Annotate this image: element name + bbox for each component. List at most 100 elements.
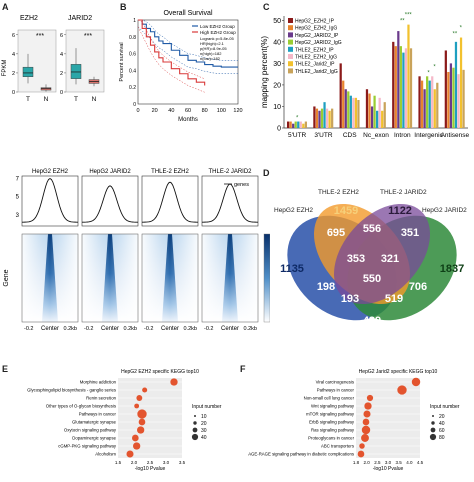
significance-mark: * [296,116,299,122]
category-label: Glycosphingolipid biosynthesis - ganglio… [27,388,116,393]
dot-3 [134,403,140,409]
bar-HepG2_JARID2_IgG-5'UTR [294,121,297,128]
dot-1 [142,387,148,393]
category-label: Wnt signaling pathway [311,404,355,409]
venn-count-198: 198 [317,281,335,293]
category-label: Non-small cell lung cancer [304,396,355,401]
category-label: AGE-RAGE signaling pathway in diabetic c… [248,452,354,457]
bar-THLE2_EZH2_IgG-3'UTR [325,108,329,128]
venn-count-695: 695 [327,227,345,239]
legend-entry: HepG2_EZH2_IgG [295,26,337,32]
bar-THLE2_Jarid2_IP-Intron [407,24,410,128]
legend-dot [430,427,436,433]
legend-swatch [288,68,293,74]
bar-HepG2_EZH2_IP-5'UTR [287,121,290,128]
y-tick-label: 50 [273,18,281,25]
dot-3 [364,402,372,410]
legend-entry: 40 [439,421,445,427]
profile-curve [81,185,139,223]
y-tick-label: 30 [273,61,281,68]
bar-THLE2_EZH2_IP-Intron [402,52,405,128]
dot-6 [361,425,371,435]
bar-THLE2_EZH2_IP-5'UTR [297,121,300,128]
x-tick-label: 20 [152,108,158,114]
bar-THLE2_Jarid2_IgG-CDS [357,100,360,128]
bar-HepG2_JARID2_IP-3'UTR [318,110,321,128]
bar-HepG2_EZH2_IgG-5'UTR [289,121,292,128]
profile-frame [21,175,79,227]
legend-entry: HepG2_EZH2_IP [295,19,335,25]
legend-dot [429,433,437,441]
legend-title: Input number [192,404,222,410]
bar-THLE2_Jarid2_IgG-Intron [409,48,413,128]
x-tick-label: 1.5 [115,460,122,465]
dot-9 [357,450,365,458]
bar-HepG2_EZH2_IgG-Intron [394,46,397,128]
significance-mark: *** [36,33,44,40]
x-tick-label: 2.0 [364,460,371,465]
plot-background [118,378,182,458]
venn-count-1459: 1459 [334,205,358,217]
legend-entry: THLE2_Jarid2_IgG [295,69,338,75]
bar-THLE2_Jarid2_IgG-5'UTR [304,121,307,128]
x-tick-right: 0.2kb [124,326,137,332]
bar-THLE2_Jarid2_IP-Antisense [459,37,463,128]
heatmap-frame [141,233,199,323]
bar-HepG2_EZH2_IP-3'UTR [313,106,316,128]
dot-1 [397,385,407,395]
dot-4 [363,410,371,418]
panel-label-c: C [263,2,270,12]
dot-2 [136,395,143,401]
bar-THLE2_Jarid2_IP-CDS [354,97,358,128]
bar-HepG2_JARID2_IgG-CDS [347,91,350,128]
y-axis-label: mapping percent(%) [260,36,269,108]
bar-THLE2_Jarid2_IgG-Nc_exon [383,102,386,128]
panel-label-e: E [2,364,9,374]
y-tick-label: 40 [273,39,281,46]
box-T [22,66,34,77]
category-label: Renin secretion [86,396,116,401]
venn-label-hepg2-ezh2: HepG2 EZH2 [274,207,313,214]
y-tick-label: 5 [16,195,20,201]
bar-THLE2_Jarid2_IP-5'UTR [302,123,305,128]
x-tick-left: -0.2 [24,326,33,332]
x-tick-label: 3.5 [179,460,186,465]
category-label: Proteoglycans in cancer [308,436,354,441]
panel-f-kegg-dotplot: HepG2 Jarid2 specific KEGG top10 Viral ca… [248,369,460,472]
legend-swatch [288,61,293,67]
bar-HepG2_JARID2_IP-Intergenic [423,89,426,128]
plot-frame [137,19,239,105]
x-tick-label: 2.5 [374,460,381,465]
x-tick-left: -0.2 [144,326,153,332]
profile-frame [81,175,139,227]
x-tick-label: 3.0 [163,460,170,465]
bar-HepG2_EZH2_IgG-CDS [342,80,345,128]
x-tick-right: 0.2kb [184,326,197,332]
bar-THLE2_Jarid2_IP-3'UTR [328,110,331,128]
venn-count-321: 321 [381,253,399,265]
legend-stat: p(HR)=8.9e-05 [200,46,227,51]
bar-THLE2_EZH2_IgG-Antisense [457,74,460,128]
boxplot-frame [65,29,105,93]
bar-HepG2_JARID2_IP-Antisense [449,63,453,129]
x-tick-label: N [92,96,97,103]
y-axis-label: FPKM [2,60,8,77]
x-tick-label: 3'UTR [314,132,333,139]
x-tick-label: 2.0 [131,460,138,465]
legend-entry: 20 [439,414,445,420]
panel-d-venn-diagram: HepG2 EZH2 THLE-2 EZH2 THLE-2 JARID2 Hep… [274,189,467,327]
legend-dot [194,415,196,417]
x-tick-label: 1.8 [353,460,360,465]
bar-HepG2_JARID2_IP-5'UTR [292,123,295,128]
heatmap-frame [81,233,139,323]
significance-mark: *** [405,13,413,19]
bar-THLE2_EZH2_IgG-Intron [404,48,408,128]
panel-b-survival-chart: Overall Survival 0 20 40 60 80 100 120 0 0.2 0.4 0.… [119,10,243,123]
heatmap-fade [202,234,258,322]
x-tick-label: 80 [202,108,208,114]
dot-9 [126,450,134,458]
legend-entry: THLE2_Jarid2_IP [295,62,335,68]
y-tick-label: 0 [12,90,15,96]
category-label: ErbB signaling pathway [309,420,355,425]
venn-count-193: 193 [341,293,359,305]
